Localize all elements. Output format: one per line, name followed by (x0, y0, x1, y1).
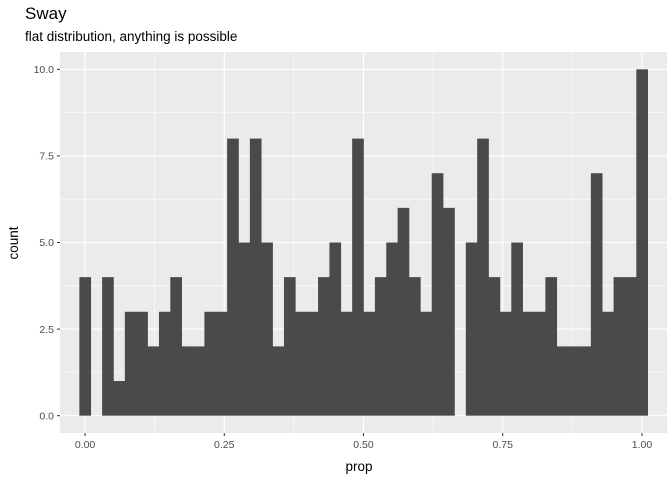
histogram-bar (272, 346, 285, 416)
histogram-bar (579, 346, 592, 416)
histogram-bar (465, 242, 478, 416)
histogram-bar (329, 242, 342, 416)
histogram-bar (499, 311, 512, 416)
x-axis: 0.00 0.25 0.50 0.75 1.00 (75, 433, 652, 451)
histogram-bar (204, 311, 217, 416)
y-axis: 0.0 2.5 5.0 7.5 10.0 (34, 64, 60, 422)
x-tick-label: 1.00 (632, 439, 653, 451)
histogram-bars (79, 69, 648, 416)
histogram-bar (340, 311, 353, 416)
histogram-bar (613, 277, 626, 416)
histogram-bar (488, 277, 501, 416)
histogram-bar (193, 346, 205, 416)
histogram-bar (79, 277, 92, 416)
x-tick-label: 0.25 (214, 439, 235, 451)
histogram-bar (352, 138, 364, 416)
histogram-bar (386, 242, 398, 416)
histogram-bar (283, 277, 296, 416)
y-axis-title: count (6, 226, 21, 259)
histogram-bar (136, 311, 148, 416)
histogram-bar (261, 242, 273, 416)
histogram-bar (227, 138, 239, 416)
histogram-bar (522, 311, 535, 416)
histogram-bar (420, 311, 433, 416)
histogram-bar (397, 207, 410, 416)
histogram-bar (318, 277, 330, 416)
y-tick-label: 7.5 (39, 151, 54, 163)
histogram-bar (374, 277, 387, 416)
histogram-bar (147, 346, 160, 416)
histogram-bar (249, 138, 262, 416)
histogram-bar (238, 242, 251, 416)
histogram-bar (511, 242, 523, 416)
histogram-bar (408, 277, 421, 416)
histogram-bar (431, 173, 444, 416)
histogram-bar (215, 311, 228, 416)
histogram-bar (556, 346, 569, 416)
histogram-bar (602, 311, 614, 416)
y-tick-label: 0.0 (39, 410, 54, 422)
histogram-bar (363, 311, 376, 416)
histogram-bar (295, 311, 307, 416)
y-tick-label: 5.0 (39, 237, 54, 249)
histogram-bar (443, 207, 455, 416)
histogram-bar (102, 277, 114, 416)
histogram-bar (181, 346, 194, 416)
histogram-bar (170, 277, 182, 416)
y-tick-label: 10.0 (34, 64, 55, 76)
histogram-bar (636, 69, 648, 416)
histogram-bar (158, 311, 171, 416)
x-tick-label: 0.75 (493, 439, 514, 451)
x-tick-label: 0.00 (75, 439, 96, 451)
histogram-bar (113, 381, 126, 416)
x-tick-label: 0.50 (353, 439, 374, 451)
histogram-bar (477, 138, 489, 416)
histogram-bar (545, 277, 558, 416)
histogram-bar (124, 311, 137, 416)
histogram-bar (306, 311, 319, 416)
histogram-bar (568, 346, 580, 416)
y-tick-label: 2.5 (39, 324, 54, 336)
chart-title: Sway (25, 4, 67, 23)
histogram-bar (534, 311, 546, 416)
histogram-bar (590, 173, 603, 416)
chart-subtitle: flat distribution, anything is possible (25, 29, 238, 44)
x-axis-title: prop (345, 459, 372, 474)
histogram-bar (624, 277, 637, 416)
